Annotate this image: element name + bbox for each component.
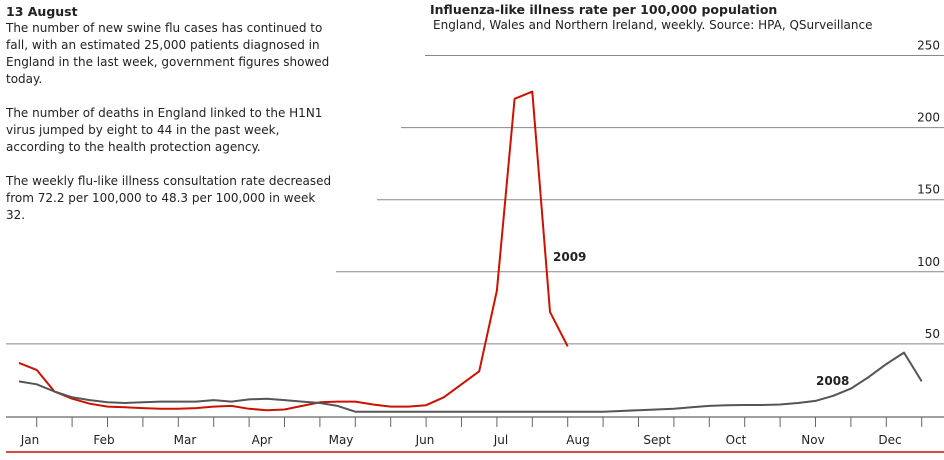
x-tick-label: Aug [566, 433, 589, 447]
y-tick-label: 50 [925, 327, 940, 341]
story-paragraph: The number of new swine flu cases has co… [6, 21, 330, 86]
x-tick-label: Mar [174, 433, 197, 447]
x-tick-label: Feb [93, 433, 114, 447]
x-tick-label: Oct [726, 433, 747, 447]
chart-subtitle: England, Wales and Northern Ireland, wee… [433, 18, 873, 32]
series-line-2009 [18, 90, 569, 412]
y-tick-label: 100 [917, 255, 940, 269]
story-text: 13 August The number of new swine flu ca… [6, 3, 336, 241]
story-paragraph: The number of deaths in England linked t… [6, 106, 323, 154]
x-tick-label: May [329, 433, 354, 447]
x-tick-label: Jul [493, 433, 508, 447]
x-tick-label: Nov [801, 433, 824, 447]
series-label-2008: 2008 [816, 374, 849, 388]
x-tick-label: Sept [643, 433, 671, 447]
story-date: 13 August [6, 4, 78, 19]
y-tick-label: 200 [917, 111, 940, 125]
x-tick-label: Apr [252, 433, 273, 447]
chart-title: Influenza-like illness rate per 100,000 … [430, 2, 778, 17]
y-tick-label: 150 [917, 183, 940, 197]
x-tick-label: Jan [20, 433, 40, 447]
x-tick-label: Dec [878, 433, 901, 447]
story-paragraph: The weekly flu-like illness consultation… [6, 174, 332, 222]
series-line-2008 [18, 351, 923, 413]
x-tick-label: Jun [415, 433, 435, 447]
y-tick-label: 250 [917, 39, 940, 53]
series-label-2009: 2009 [553, 250, 586, 264]
